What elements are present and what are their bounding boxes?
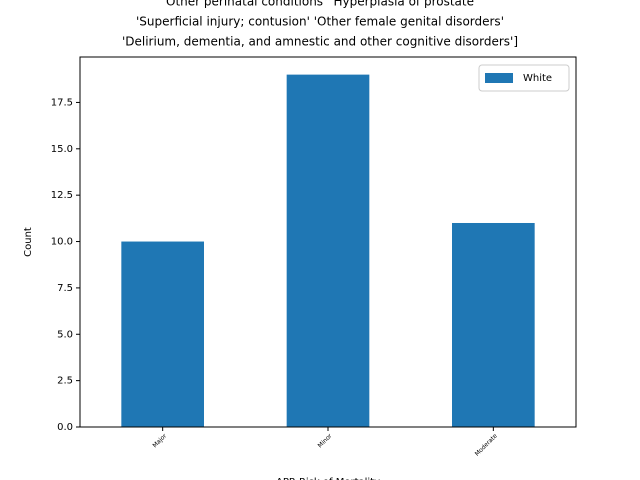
- y-tick-label: 2.5: [57, 376, 73, 387]
- x-tick-label: Moderate: [474, 432, 499, 457]
- chart-title: 'Delirium, dementia, and amnestic and ot…: [122, 35, 518, 49]
- x-axis-label: APR Risk of Mortality: [276, 477, 380, 480]
- y-tick-label: 15.0: [51, 144, 73, 155]
- legend-label: White: [523, 73, 552, 84]
- x-tick-label: Major: [151, 432, 168, 449]
- chart-title: 'Superficial injury; contusion' 'Other f…: [136, 15, 504, 29]
- legend-box: [478, 64, 570, 92]
- bar: [121, 241, 204, 427]
- y-tick-label: 12.5: [51, 190, 73, 201]
- bar: [452, 222, 535, 427]
- y-tick-label: 5.0: [57, 329, 73, 340]
- y-tick-label: 0.0: [57, 422, 73, 433]
- y-tick-label: 17.5: [51, 97, 73, 108]
- legend-swatch: [485, 73, 513, 83]
- bar: [286, 74, 370, 427]
- chart-title: 'Other perinatal conditions' 'Hyperplasi…: [163, 0, 478, 9]
- y-axis-label: Count: [23, 227, 34, 257]
- y-tick-label: 7.5: [57, 283, 73, 294]
- axes-frame: [79, 56, 577, 428]
- x-tick-label: Minor: [317, 432, 334, 449]
- y-tick-label: 10.0: [51, 237, 73, 248]
